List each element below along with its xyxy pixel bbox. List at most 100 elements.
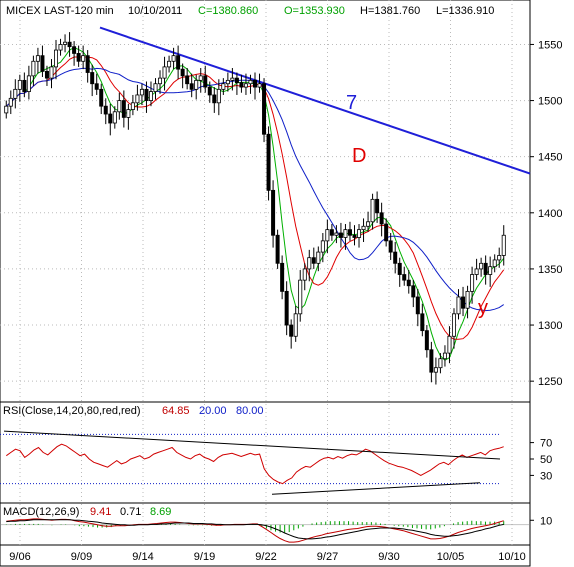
candle-body — [479, 262, 484, 270]
x-tick-label: 9/14 — [132, 551, 153, 563]
candle-body — [325, 229, 330, 242]
candle-body — [198, 75, 203, 81]
candle-body — [393, 251, 398, 264]
candle-body — [162, 66, 167, 79]
price-tick-label: 1400 — [538, 208, 562, 220]
candle-body — [370, 198, 375, 223]
low-point-label: y — [478, 297, 488, 319]
candle-body — [54, 49, 59, 68]
candles — [4, 32, 506, 385]
candle-body — [311, 257, 316, 264]
candle-body — [415, 296, 420, 315]
candle-body — [63, 41, 68, 45]
candle-body — [316, 251, 321, 264]
candle-body — [58, 44, 63, 51]
candle-body — [424, 330, 429, 351]
macd-series — [0, 518, 530, 543]
macd-signal-line — [6, 519, 504, 540]
candle-body — [461, 296, 466, 309]
candle-body — [433, 367, 438, 373]
candle-body — [271, 189, 276, 236]
price-tick-label: 1300 — [538, 320, 562, 332]
candle-body — [81, 55, 86, 62]
candle-body — [501, 234, 506, 256]
candle-body — [397, 262, 402, 275]
high-label: H=1381.760 — [360, 5, 420, 17]
candle-body — [456, 296, 461, 315]
candle-body — [31, 60, 36, 77]
x-tick-label: 10/05 — [437, 551, 465, 563]
rsi-lower-trendline — [271, 482, 481, 495]
candle-body — [99, 88, 104, 107]
candle-body — [320, 240, 325, 253]
grid-lines — [0, 0, 530, 545]
candle-body — [442, 352, 447, 360]
rsi-high: 80.00 — [236, 405, 264, 417]
candle-body — [85, 55, 90, 73]
candle-body — [108, 113, 113, 124]
candle-body — [402, 274, 407, 281]
candle-body — [384, 223, 389, 242]
candle-body — [207, 86, 212, 96]
candle-body — [67, 41, 72, 48]
candle-body — [216, 88, 221, 104]
candle-body — [266, 133, 271, 191]
candle-body — [293, 313, 298, 337]
x-tick-label: 10/10 — [498, 551, 526, 563]
candle-body — [411, 285, 416, 298]
candle-body — [243, 83, 248, 88]
rsi-tick-label: 70 — [540, 438, 552, 450]
candle-body — [135, 94, 140, 104]
candle-body — [234, 77, 239, 84]
date-label: 10/10/2011 — [128, 5, 182, 17]
candle-body — [343, 229, 348, 238]
candle-body — [388, 240, 393, 253]
candle-body — [189, 83, 194, 90]
candle-body — [420, 313, 425, 332]
macd-label: MACD(12,26,9) — [3, 506, 79, 518]
candle-body — [167, 60, 172, 68]
macd-signal: 0.71 — [120, 506, 141, 518]
candle-body — [221, 83, 226, 90]
rsi-panel — [0, 401, 531, 504]
candle-body — [284, 290, 289, 326]
candle-body — [248, 79, 253, 85]
low-label: L=1336.910 — [436, 5, 494, 17]
candle-body — [280, 262, 285, 292]
candle-body — [225, 79, 230, 85]
candle-body — [72, 46, 77, 54]
x-tick-label: 9/19 — [194, 551, 215, 563]
candle-body — [148, 91, 153, 101]
candle-body — [361, 225, 366, 231]
candle-body — [26, 75, 31, 92]
candle-body — [307, 257, 312, 270]
candle-body — [329, 229, 334, 236]
open-label: O=1353.930 — [284, 5, 345, 17]
candle-body — [429, 349, 434, 373]
x-tick-label: 9/22 — [255, 551, 276, 563]
candle-body — [185, 75, 190, 85]
candle-body — [474, 268, 479, 275]
candle-body — [180, 68, 185, 77]
price-tick-label: 1250 — [538, 376, 562, 388]
candle-body — [130, 102, 135, 110]
price-tick-label: 1350 — [538, 264, 562, 276]
price-tick-label: 1550 — [538, 39, 562, 51]
candle-body — [40, 55, 45, 72]
trend-lines — [99, 26, 531, 175]
rsi-upper-trendline — [3, 430, 501, 460]
candle-body — [203, 75, 208, 88]
rsi-label: RSI(Close,14,20,80,red,red) — [3, 405, 141, 417]
x-tick-label: 9/09 — [71, 551, 92, 563]
candle-body — [352, 234, 357, 238]
candle-body — [90, 72, 95, 85]
rsi-line — [6, 443, 504, 485]
candle-body — [298, 279, 303, 315]
x-axis — [0, 544, 531, 567]
candle-body — [451, 313, 456, 337]
candle-body — [35, 55, 40, 62]
candle-body — [262, 83, 267, 135]
candle-body — [139, 88, 144, 96]
candle-body — [334, 232, 339, 236]
